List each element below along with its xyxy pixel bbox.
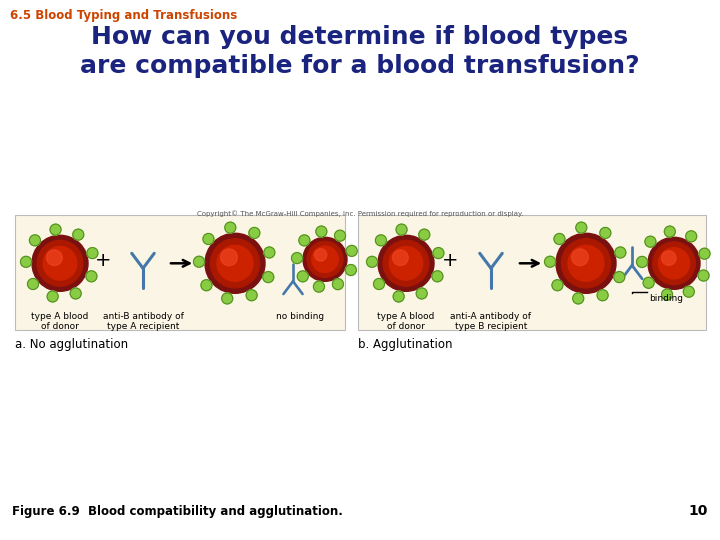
- Circle shape: [246, 290, 257, 301]
- Circle shape: [613, 272, 625, 282]
- Circle shape: [225, 222, 236, 233]
- FancyBboxPatch shape: [358, 215, 706, 330]
- Text: type A blood
of donor: type A blood of donor: [377, 312, 435, 332]
- Circle shape: [393, 291, 404, 302]
- Circle shape: [597, 290, 608, 301]
- Circle shape: [572, 249, 588, 266]
- Circle shape: [392, 250, 408, 266]
- Circle shape: [220, 249, 238, 266]
- Text: +: +: [442, 251, 458, 270]
- Circle shape: [37, 240, 83, 286]
- Circle shape: [383, 240, 429, 286]
- Circle shape: [292, 253, 302, 264]
- Circle shape: [374, 279, 384, 289]
- Circle shape: [544, 256, 556, 267]
- Circle shape: [378, 235, 434, 291]
- Circle shape: [685, 231, 697, 242]
- Circle shape: [658, 248, 690, 279]
- Text: anti-A antibody of
type B recipient: anti-A antibody of type B recipient: [451, 312, 531, 332]
- Circle shape: [648, 237, 700, 289]
- Circle shape: [313, 281, 325, 292]
- Circle shape: [203, 233, 214, 245]
- Circle shape: [572, 293, 584, 304]
- Circle shape: [47, 250, 62, 266]
- Circle shape: [222, 293, 233, 304]
- Text: 10: 10: [688, 504, 708, 518]
- Text: 6.5 Blood Typing and Transfusions: 6.5 Blood Typing and Transfusions: [10, 9, 238, 22]
- FancyBboxPatch shape: [15, 215, 345, 330]
- Text: How can you determine if blood types
are compatible for a blood transfusion?: How can you determine if blood types are…: [80, 25, 640, 78]
- Circle shape: [600, 227, 611, 239]
- Circle shape: [643, 277, 654, 288]
- Circle shape: [636, 256, 647, 267]
- Circle shape: [645, 236, 656, 247]
- Circle shape: [307, 241, 343, 278]
- Text: Figure 6.9  Blood compatibility and agglutination.: Figure 6.9 Blood compatibility and agglu…: [12, 505, 343, 518]
- Circle shape: [576, 222, 587, 233]
- Circle shape: [396, 224, 407, 235]
- Circle shape: [21, 256, 32, 267]
- Circle shape: [297, 271, 308, 282]
- Circle shape: [263, 272, 274, 282]
- Text: a. No agglutination: a. No agglutination: [15, 338, 128, 351]
- Circle shape: [86, 271, 97, 282]
- Circle shape: [217, 245, 253, 281]
- Circle shape: [665, 226, 675, 237]
- Circle shape: [346, 245, 357, 256]
- Circle shape: [552, 280, 563, 291]
- Circle shape: [47, 291, 58, 302]
- Circle shape: [73, 229, 84, 240]
- Circle shape: [87, 247, 98, 259]
- Circle shape: [299, 235, 310, 246]
- Circle shape: [27, 279, 39, 289]
- Circle shape: [194, 256, 204, 267]
- Circle shape: [615, 247, 626, 258]
- Circle shape: [568, 245, 604, 281]
- Circle shape: [556, 233, 616, 293]
- Circle shape: [699, 248, 710, 259]
- Circle shape: [375, 235, 387, 246]
- Circle shape: [683, 286, 694, 297]
- Circle shape: [562, 239, 611, 288]
- Circle shape: [419, 229, 430, 240]
- Circle shape: [662, 251, 676, 265]
- Circle shape: [210, 239, 260, 288]
- Text: no binding: no binding: [276, 312, 324, 321]
- Circle shape: [303, 237, 347, 281]
- Circle shape: [201, 280, 212, 291]
- Circle shape: [312, 246, 338, 273]
- Circle shape: [70, 288, 81, 299]
- Circle shape: [30, 235, 40, 246]
- Text: +: +: [95, 251, 112, 270]
- Circle shape: [346, 265, 356, 275]
- Circle shape: [50, 224, 61, 235]
- Circle shape: [205, 233, 265, 293]
- Text: Copyright© The McGraw-Hill Companies, Inc. Permission required for reproduction : Copyright© The McGraw-Hill Companies, In…: [197, 210, 523, 217]
- Circle shape: [366, 256, 377, 267]
- Circle shape: [316, 226, 327, 237]
- Text: type A blood
of donor: type A blood of donor: [31, 312, 89, 332]
- Circle shape: [335, 230, 346, 241]
- Circle shape: [662, 289, 672, 300]
- Circle shape: [432, 271, 443, 282]
- Circle shape: [43, 246, 77, 280]
- Circle shape: [652, 242, 696, 285]
- Text: anti-B antibody of
type A recipient: anti-B antibody of type A recipient: [102, 312, 184, 332]
- Circle shape: [315, 249, 327, 261]
- Circle shape: [416, 288, 427, 299]
- Circle shape: [264, 247, 275, 258]
- Text: b. Agglutination: b. Agglutination: [358, 338, 452, 351]
- Circle shape: [698, 270, 709, 281]
- Circle shape: [390, 246, 423, 280]
- Circle shape: [554, 233, 565, 245]
- Circle shape: [32, 235, 88, 291]
- Circle shape: [249, 227, 260, 239]
- Circle shape: [333, 279, 343, 289]
- Text: binding: binding: [649, 294, 683, 303]
- Circle shape: [433, 247, 444, 259]
